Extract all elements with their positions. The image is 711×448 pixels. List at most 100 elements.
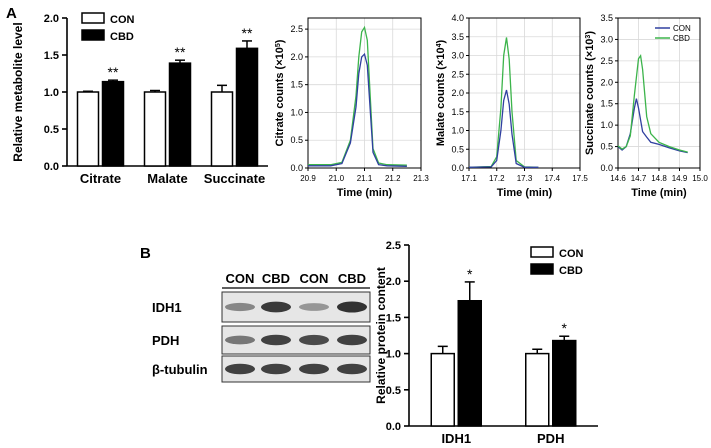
- chart-layer: 0.00.51.01.52.0**Citrate**Malate**Succin…: [11, 12, 708, 446]
- malate-chrom: 17.1 17.2 17.3 17.4 17.5 0.0 0.5 1.0 1.5 2.0 2.5 3.…: [435, 13, 588, 199]
- significance-mark: *: [467, 266, 473, 282]
- x-tick-label: 21.0: [328, 174, 344, 183]
- x-tick-label: 17.2: [489, 174, 505, 183]
- blot-band: [299, 363, 329, 375]
- legend-swatch-cbd: [530, 263, 554, 275]
- y-tick-label: 2.0: [290, 52, 303, 62]
- y-tick-label: 3.5: [600, 13, 613, 23]
- significance-mark: **: [108, 64, 119, 80]
- legend-label: CON: [559, 248, 584, 260]
- significance-mark: **: [175, 44, 186, 60]
- blot-row-label: IDH1: [152, 300, 182, 315]
- x-tick-label: 14.8: [651, 174, 667, 183]
- y-tick-label: 4.0: [451, 13, 464, 23]
- y-tick-label: 1.5: [600, 99, 613, 109]
- bar-cbd: [101, 80, 125, 167]
- x-tick-label: 17.1: [461, 174, 477, 183]
- x-tick-label: Succinate: [204, 171, 265, 186]
- significance-mark: *: [562, 320, 568, 336]
- y-axis-label-exponent: 5: [275, 43, 282, 47]
- legend-swatch-con: [81, 12, 105, 24]
- y-tick-label: 2.0: [44, 13, 59, 25]
- y-tick-label: 2.5: [600, 56, 613, 66]
- blot-band: [225, 335, 255, 345]
- y-axis-label-main: Malate counts (×10: [435, 47, 447, 146]
- y-axis-label-main: Succinate counts (×10: [584, 39, 596, 155]
- lane-label: CON: [300, 271, 329, 286]
- y-tick-label: 2.0: [600, 77, 613, 87]
- y-tick-label: 2.5: [386, 240, 401, 252]
- y-tick-label: 0.0: [451, 163, 464, 173]
- bar-con: [430, 352, 455, 427]
- x-axis-label: Time (min): [337, 187, 393, 199]
- y-axis-label: Succinate counts (×103): [584, 31, 596, 155]
- series-line-0: [617, 98, 688, 154]
- y-tick-label: 2.0: [451, 88, 464, 98]
- y-tick-label: 2.0: [386, 276, 401, 288]
- y-tick-label: 3.5: [451, 32, 464, 42]
- x-tick-label: 21.3: [413, 174, 429, 183]
- y-tick-label: 2.5: [290, 24, 303, 34]
- x-tick-label: 17.4: [544, 174, 560, 183]
- y-tick-label: 0.5: [451, 144, 464, 154]
- bar-con: [76, 91, 100, 167]
- x-tick-label: IDH1: [441, 431, 471, 446]
- bar-con: [525, 352, 550, 427]
- x-tick-label: Malate: [147, 171, 187, 186]
- blot-row-label: β-tubulin: [152, 362, 208, 377]
- y-tick-label: 0.5: [600, 142, 613, 152]
- y-axis-label: Malate counts (×104): [435, 40, 447, 147]
- legend-label: CBD: [110, 31, 134, 43]
- x-tick-label: 14.6: [610, 174, 626, 183]
- blot-band: [337, 301, 367, 313]
- y-axis-label-exponent: 3: [585, 35, 592, 39]
- blot-band: [337, 363, 367, 375]
- y-tick-label: 1.5: [290, 80, 303, 90]
- metabolite-bar: 0.0 0.5 1.0 1.5 2.0 ** Citrate ** Malate ** Succin…: [11, 12, 268, 186]
- x-tick-label: 17.5: [572, 174, 588, 183]
- y-tick-label: 0.5: [386, 385, 401, 397]
- x-tick-label: 21.1: [357, 174, 373, 183]
- x-tick-label: 21.2: [385, 174, 401, 183]
- bar-cbd: [457, 299, 482, 427]
- lane-label: CBD: [338, 271, 366, 286]
- blot-band: [261, 334, 291, 346]
- y-tick-label: 3.0: [451, 51, 464, 61]
- legend-swatch-con: [530, 246, 554, 258]
- legend-label: CON: [110, 14, 135, 26]
- y-tick-label: 2.5: [451, 69, 464, 79]
- bar-cbd: [168, 62, 192, 167]
- blot-band: [299, 334, 329, 346]
- blot-band: [337, 334, 367, 346]
- lane-label: CON: [226, 271, 255, 286]
- blot-band: [225, 363, 255, 375]
- legend-label: CBD: [673, 34, 690, 43]
- bar-con: [210, 91, 234, 167]
- legend-label: CBD: [559, 265, 583, 277]
- bar-cbd: [552, 339, 577, 427]
- x-tick-label: Citrate: [80, 171, 121, 186]
- y-axis-label: Relative metabolite level: [11, 22, 25, 161]
- blot-band: [261, 363, 291, 375]
- panel-label-a: A: [6, 5, 17, 22]
- y-tick-label: 1.5: [451, 107, 464, 117]
- y-axis-label: Citrate counts (×105): [274, 39, 286, 146]
- panel-label-b: B: [140, 245, 151, 262]
- y-tick-label: 0.0: [600, 163, 613, 173]
- legend-label: CON: [673, 24, 691, 33]
- blot-band: [261, 301, 291, 313]
- lane-label: CBD: [262, 271, 290, 286]
- western-blot: CON CBD CON CBD IDH1 PDH β-tubulin: [152, 271, 371, 383]
- y-tick-label: 1.0: [451, 126, 464, 136]
- x-tick-label: 14.9: [672, 174, 688, 183]
- x-axis-label: Time (min): [497, 187, 553, 199]
- blot-row-label: PDH: [152, 333, 179, 348]
- y-tick-label: 1.0: [386, 349, 401, 361]
- y-axis-label-close: ): [435, 40, 447, 44]
- y-axis-label: Relative protein content: [374, 267, 388, 404]
- x-tick-label: PDH: [537, 431, 564, 446]
- y-axis-label-exponent: 4: [436, 43, 443, 47]
- y-axis-label-close: ): [584, 31, 596, 35]
- series-line-1: [468, 89, 539, 168]
